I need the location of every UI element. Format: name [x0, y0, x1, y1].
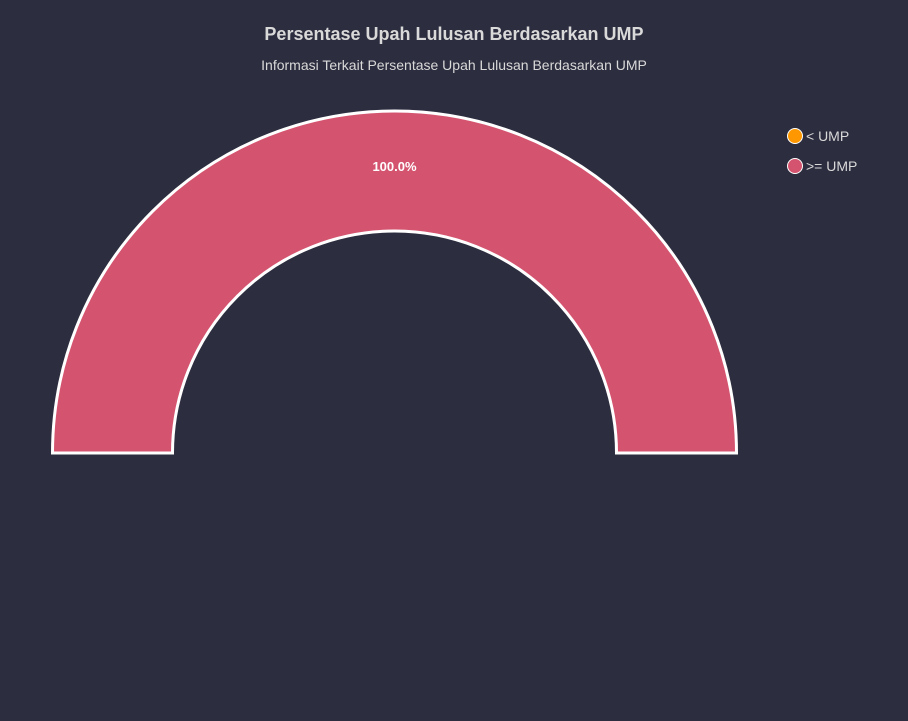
chart-title: Persentase Upah Lulusan Berdasarkan UMP	[264, 24, 644, 44]
legend: < UMP >= UMP	[787, 121, 857, 181]
slice-data-label: 100.0%	[372, 159, 417, 174]
legend-item-above-ump[interactable]: >= UMP	[787, 151, 857, 181]
slice-above-ump[interactable]	[50, 109, 739, 455]
legend-label-below-ump: < UMP	[806, 128, 850, 144]
legend-swatch-below-ump	[787, 128, 803, 144]
chart-subtitle: Informasi Terkait Persentase Upah Lulusa…	[261, 57, 647, 73]
legend-item-below-ump[interactable]: < UMP	[787, 121, 857, 151]
legend-swatch-above-ump	[787, 158, 803, 174]
legend-label-above-ump: >= UMP	[806, 158, 858, 174]
